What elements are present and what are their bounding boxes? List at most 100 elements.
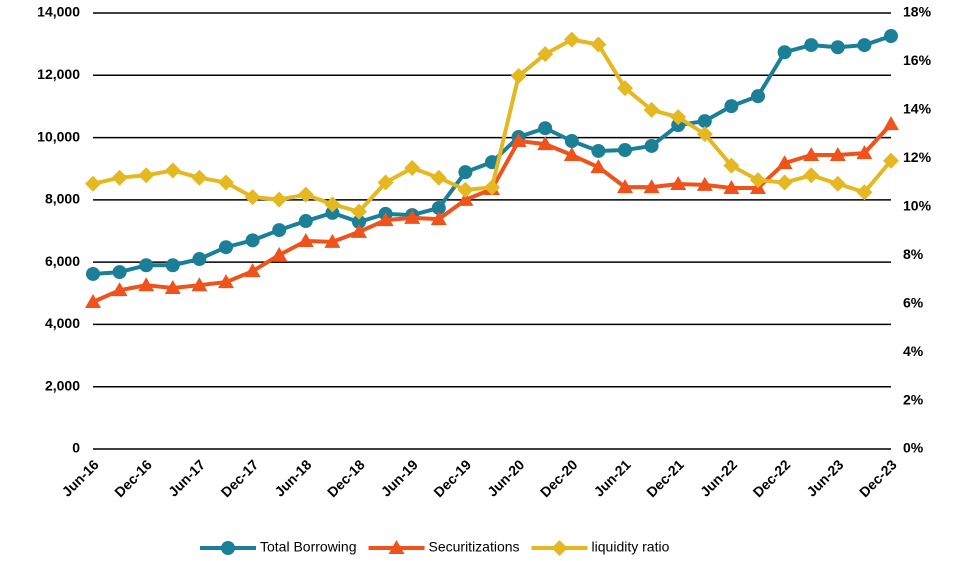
marker (643, 179, 660, 194)
y-tick-label: 0 (72, 440, 80, 456)
marker (883, 116, 899, 131)
y-tick-label: 10,000 (37, 128, 80, 144)
x-tick-label: Dec-16 (111, 456, 155, 500)
marker (537, 46, 554, 63)
marker (670, 109, 687, 126)
marker (643, 101, 660, 118)
marker (857, 38, 872, 53)
marker (221, 541, 235, 555)
marker (563, 31, 580, 48)
series (86, 29, 898, 281)
x-tick-label: Jun-21 (591, 456, 634, 499)
marker (618, 143, 632, 158)
marker (430, 169, 447, 186)
marker (458, 165, 473, 180)
marker (696, 176, 713, 191)
marker (644, 138, 659, 153)
legend-label: Total Borrowing (260, 539, 357, 555)
marker (351, 223, 367, 238)
marker (404, 160, 421, 177)
marker (830, 40, 845, 55)
legend-label: Securitizations (429, 539, 520, 555)
marker (191, 277, 208, 292)
marker (297, 232, 314, 247)
y2-tick-label: 18% (903, 4, 932, 20)
marker (271, 246, 288, 261)
marker (670, 175, 687, 190)
marker (431, 200, 446, 215)
y-tick-label: 2,000 (45, 377, 80, 393)
x-tick-label: Dec-21 (643, 456, 687, 500)
marker (776, 155, 793, 170)
marker (883, 152, 899, 169)
marker (724, 99, 739, 114)
x-tick-label: Dec-18 (324, 456, 368, 500)
marker (138, 167, 155, 184)
marker (829, 175, 846, 192)
marker (112, 265, 127, 280)
marker (219, 240, 233, 255)
marker (538, 121, 553, 136)
marker (192, 252, 207, 267)
marker (111, 282, 128, 297)
legend-label: liquidity ratio (592, 539, 670, 555)
marker (377, 174, 394, 191)
marker (164, 279, 181, 294)
x-tick-label: Jun-16 (59, 456, 102, 499)
marker (404, 209, 421, 224)
marker (111, 169, 128, 186)
series-line (92, 34, 892, 276)
y2-tick-label: 0% (903, 440, 924, 456)
legend-item: Total Borrowing (200, 539, 357, 555)
marker (352, 214, 366, 229)
x-tick-label: Dec-23 (856, 456, 900, 500)
marker (564, 133, 579, 148)
marker (510, 132, 527, 147)
x-tick-label: Jun-18 (271, 456, 314, 499)
marker (750, 172, 766, 189)
x-tick-label: Jun-20 (484, 456, 527, 499)
x-tick-label: Jun-23 (803, 456, 846, 499)
legend-item: liquidity ratio (531, 539, 670, 556)
marker (803, 167, 820, 184)
y-tick-label: 14,000 (37, 4, 80, 20)
x-tick-label: Jun-19 (378, 456, 421, 499)
legend-item: Securitizations (368, 539, 520, 555)
y-tick-label: 6,000 (45, 253, 80, 269)
marker (297, 186, 314, 203)
marker (804, 38, 819, 53)
marker (244, 263, 261, 278)
marker (325, 205, 340, 220)
marker (164, 162, 181, 179)
marker (591, 143, 606, 158)
y2-tick-label: 16% (903, 52, 932, 68)
marker (85, 294, 101, 309)
marker (138, 277, 155, 292)
marker (351, 203, 367, 220)
marker (244, 189, 261, 206)
marker (723, 180, 740, 195)
series (85, 116, 899, 309)
marker (484, 179, 500, 196)
y2-tick-label: 6% (903, 294, 924, 310)
marker (617, 179, 633, 194)
marker (271, 191, 288, 208)
marker (803, 147, 820, 162)
marker (884, 29, 898, 44)
y2-tick-label: 4% (903, 343, 924, 359)
y2-tick-label: 2% (903, 391, 924, 407)
marker (723, 157, 740, 174)
marker (86, 266, 100, 281)
y-tick-label: 4,000 (45, 315, 80, 331)
y2-tick-label: 8% (903, 246, 924, 262)
x-tick-label: Jun-22 (697, 456, 740, 499)
marker (617, 80, 633, 97)
marker (324, 196, 341, 213)
marker (457, 191, 474, 206)
x-tick-label: Dec-19 (430, 456, 474, 500)
marker (829, 147, 846, 162)
series (85, 31, 899, 220)
marker (272, 223, 287, 238)
marker (139, 258, 154, 273)
